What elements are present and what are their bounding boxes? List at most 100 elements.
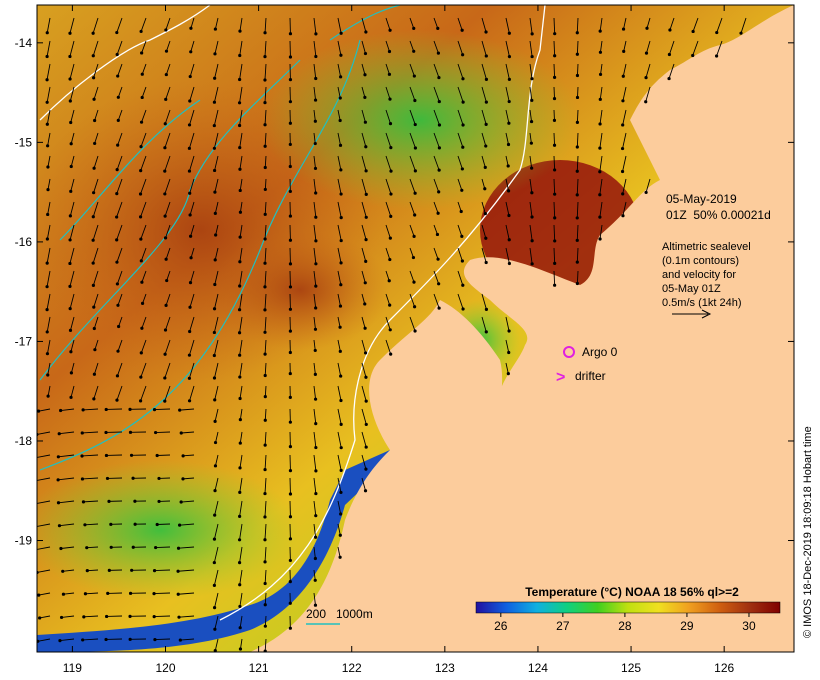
velocity-arrow — [313, 201, 317, 218]
velocity-arrow-head — [575, 31, 579, 35]
velocity-arrow-head — [364, 30, 368, 34]
velocity-arrow — [214, 500, 219, 516]
velocity-arrow-head — [483, 165, 487, 169]
velocity-arrow — [116, 201, 123, 218]
velocity-arrow-head — [45, 352, 50, 356]
colorbar-title: Temperature (°C) NOAA 18 56% ql>=2 — [525, 585, 739, 599]
velocity-arrow-head — [115, 30, 119, 35]
velocity-arrow — [46, 17, 51, 33]
velocity-arrow — [154, 638, 171, 641]
velocity-arrow — [239, 109, 243, 126]
velocity-arrow-head — [620, 169, 625, 174]
velocity-arrow — [622, 178, 627, 194]
velocity-arrow — [92, 17, 99, 34]
velocity-arrow-head — [552, 75, 557, 79]
velocity-arrow-head — [105, 476, 110, 481]
velocity-arrow — [505, 339, 510, 353]
velocity-arrow — [313, 523, 317, 538]
velocity-arrow — [92, 201, 99, 217]
warm-patch — [210, 230, 390, 350]
colorbar-tick-label: 28 — [618, 619, 632, 633]
velocity-arrow-head — [45, 285, 49, 289]
velocity-arrow-head — [140, 51, 144, 55]
velocity-arrow-head — [128, 614, 132, 618]
velocity-arrow — [481, 201, 486, 214]
velocity-arrow-head — [575, 169, 579, 173]
velocity-arrow — [70, 178, 75, 192]
velocity-arrow — [264, 293, 267, 310]
velocity-arrow-head — [213, 52, 217, 56]
velocity-arrow-head — [598, 29, 602, 33]
velocity-arrow — [409, 247, 414, 258]
velocity-arrow-head — [238, 490, 242, 494]
velocity-arrow — [87, 569, 99, 572]
velocity-arrow — [313, 63, 317, 79]
velocity-arrow-head — [263, 330, 267, 334]
velocity-arrow-head — [45, 330, 49, 334]
velocity-arrow — [457, 224, 463, 237]
velocity-arrow-head — [339, 216, 343, 220]
velocity-arrow — [409, 293, 416, 307]
velocity-arrow-head — [237, 101, 242, 105]
velocity-arrow — [140, 178, 147, 195]
velocity-arrow-head — [177, 615, 181, 619]
velocity-arrow — [409, 86, 416, 101]
velocity-arrow — [385, 17, 391, 31]
colorbar-tick-label: 27 — [556, 619, 570, 633]
velocity-arrow — [264, 615, 267, 627]
velocity-arrow — [178, 592, 195, 595]
velocity-arrow-head — [412, 305, 417, 309]
velocity-arrow-head — [363, 489, 368, 493]
velocity-arrow — [239, 40, 243, 56]
velocity-arrow — [457, 109, 464, 126]
velocity-arrow-head — [461, 100, 465, 104]
velocity-arrow-head — [263, 418, 267, 422]
velocity-arrow — [553, 86, 555, 99]
velocity-arrow-head — [288, 285, 293, 289]
velocity-arrow-head — [237, 538, 242, 542]
velocity-arrow — [141, 109, 147, 123]
velocity-arrow — [140, 155, 147, 171]
velocity-arrow-head — [413, 213, 417, 217]
velocity-arrow-head — [45, 308, 49, 312]
velocity-arrow — [457, 155, 463, 170]
velocity-arrow — [481, 63, 487, 80]
velocity-arrow-head — [213, 258, 217, 262]
velocity-arrow — [164, 109, 171, 124]
velocity-arrow-head — [238, 583, 242, 587]
velocity-arrow — [264, 638, 267, 652]
velocity-arrow — [213, 109, 219, 126]
velocity-arrow-head — [364, 169, 368, 173]
velocity-arrow-head — [436, 257, 440, 261]
velocity-arrow-head — [263, 491, 267, 496]
velocity-arrow-head — [412, 74, 416, 78]
velocity-arrow-head — [116, 95, 120, 99]
velocity-arrow — [116, 17, 123, 33]
velocity-arrow-head — [109, 522, 113, 526]
velocity-arrow-head — [152, 568, 157, 573]
velocity-arrow-head — [364, 145, 368, 149]
sealevel-contour — [39, 39, 361, 471]
velocity-arrow — [239, 500, 243, 517]
velocity-arrow — [214, 201, 219, 214]
velocity-arrow — [164, 362, 171, 379]
velocity-arrow-head — [131, 545, 135, 549]
velocity-arrow-head — [364, 399, 368, 403]
velocity-arrow-head — [598, 237, 602, 241]
velocity-arrow-head — [164, 72, 168, 77]
velocity-arrow-head — [263, 78, 267, 82]
velocity-arrow — [155, 431, 171, 434]
velocity-arrow-head — [213, 211, 217, 215]
velocity-arrow — [58, 500, 75, 504]
velocity-arrow-head — [507, 55, 512, 59]
velocity-arrow-head — [92, 397, 96, 401]
velocity-arrow — [69, 270, 75, 287]
velocity-arrow-head — [288, 537, 293, 541]
velocity-arrow-head — [575, 260, 579, 264]
velocity-arrow — [385, 201, 392, 217]
velocity-arrow-head — [460, 188, 464, 192]
velocity-arrow-head — [575, 95, 580, 100]
velocity-arrow — [313, 592, 316, 606]
velocity-arrow-head — [461, 307, 465, 311]
velocity-arrow-head — [436, 26, 440, 30]
